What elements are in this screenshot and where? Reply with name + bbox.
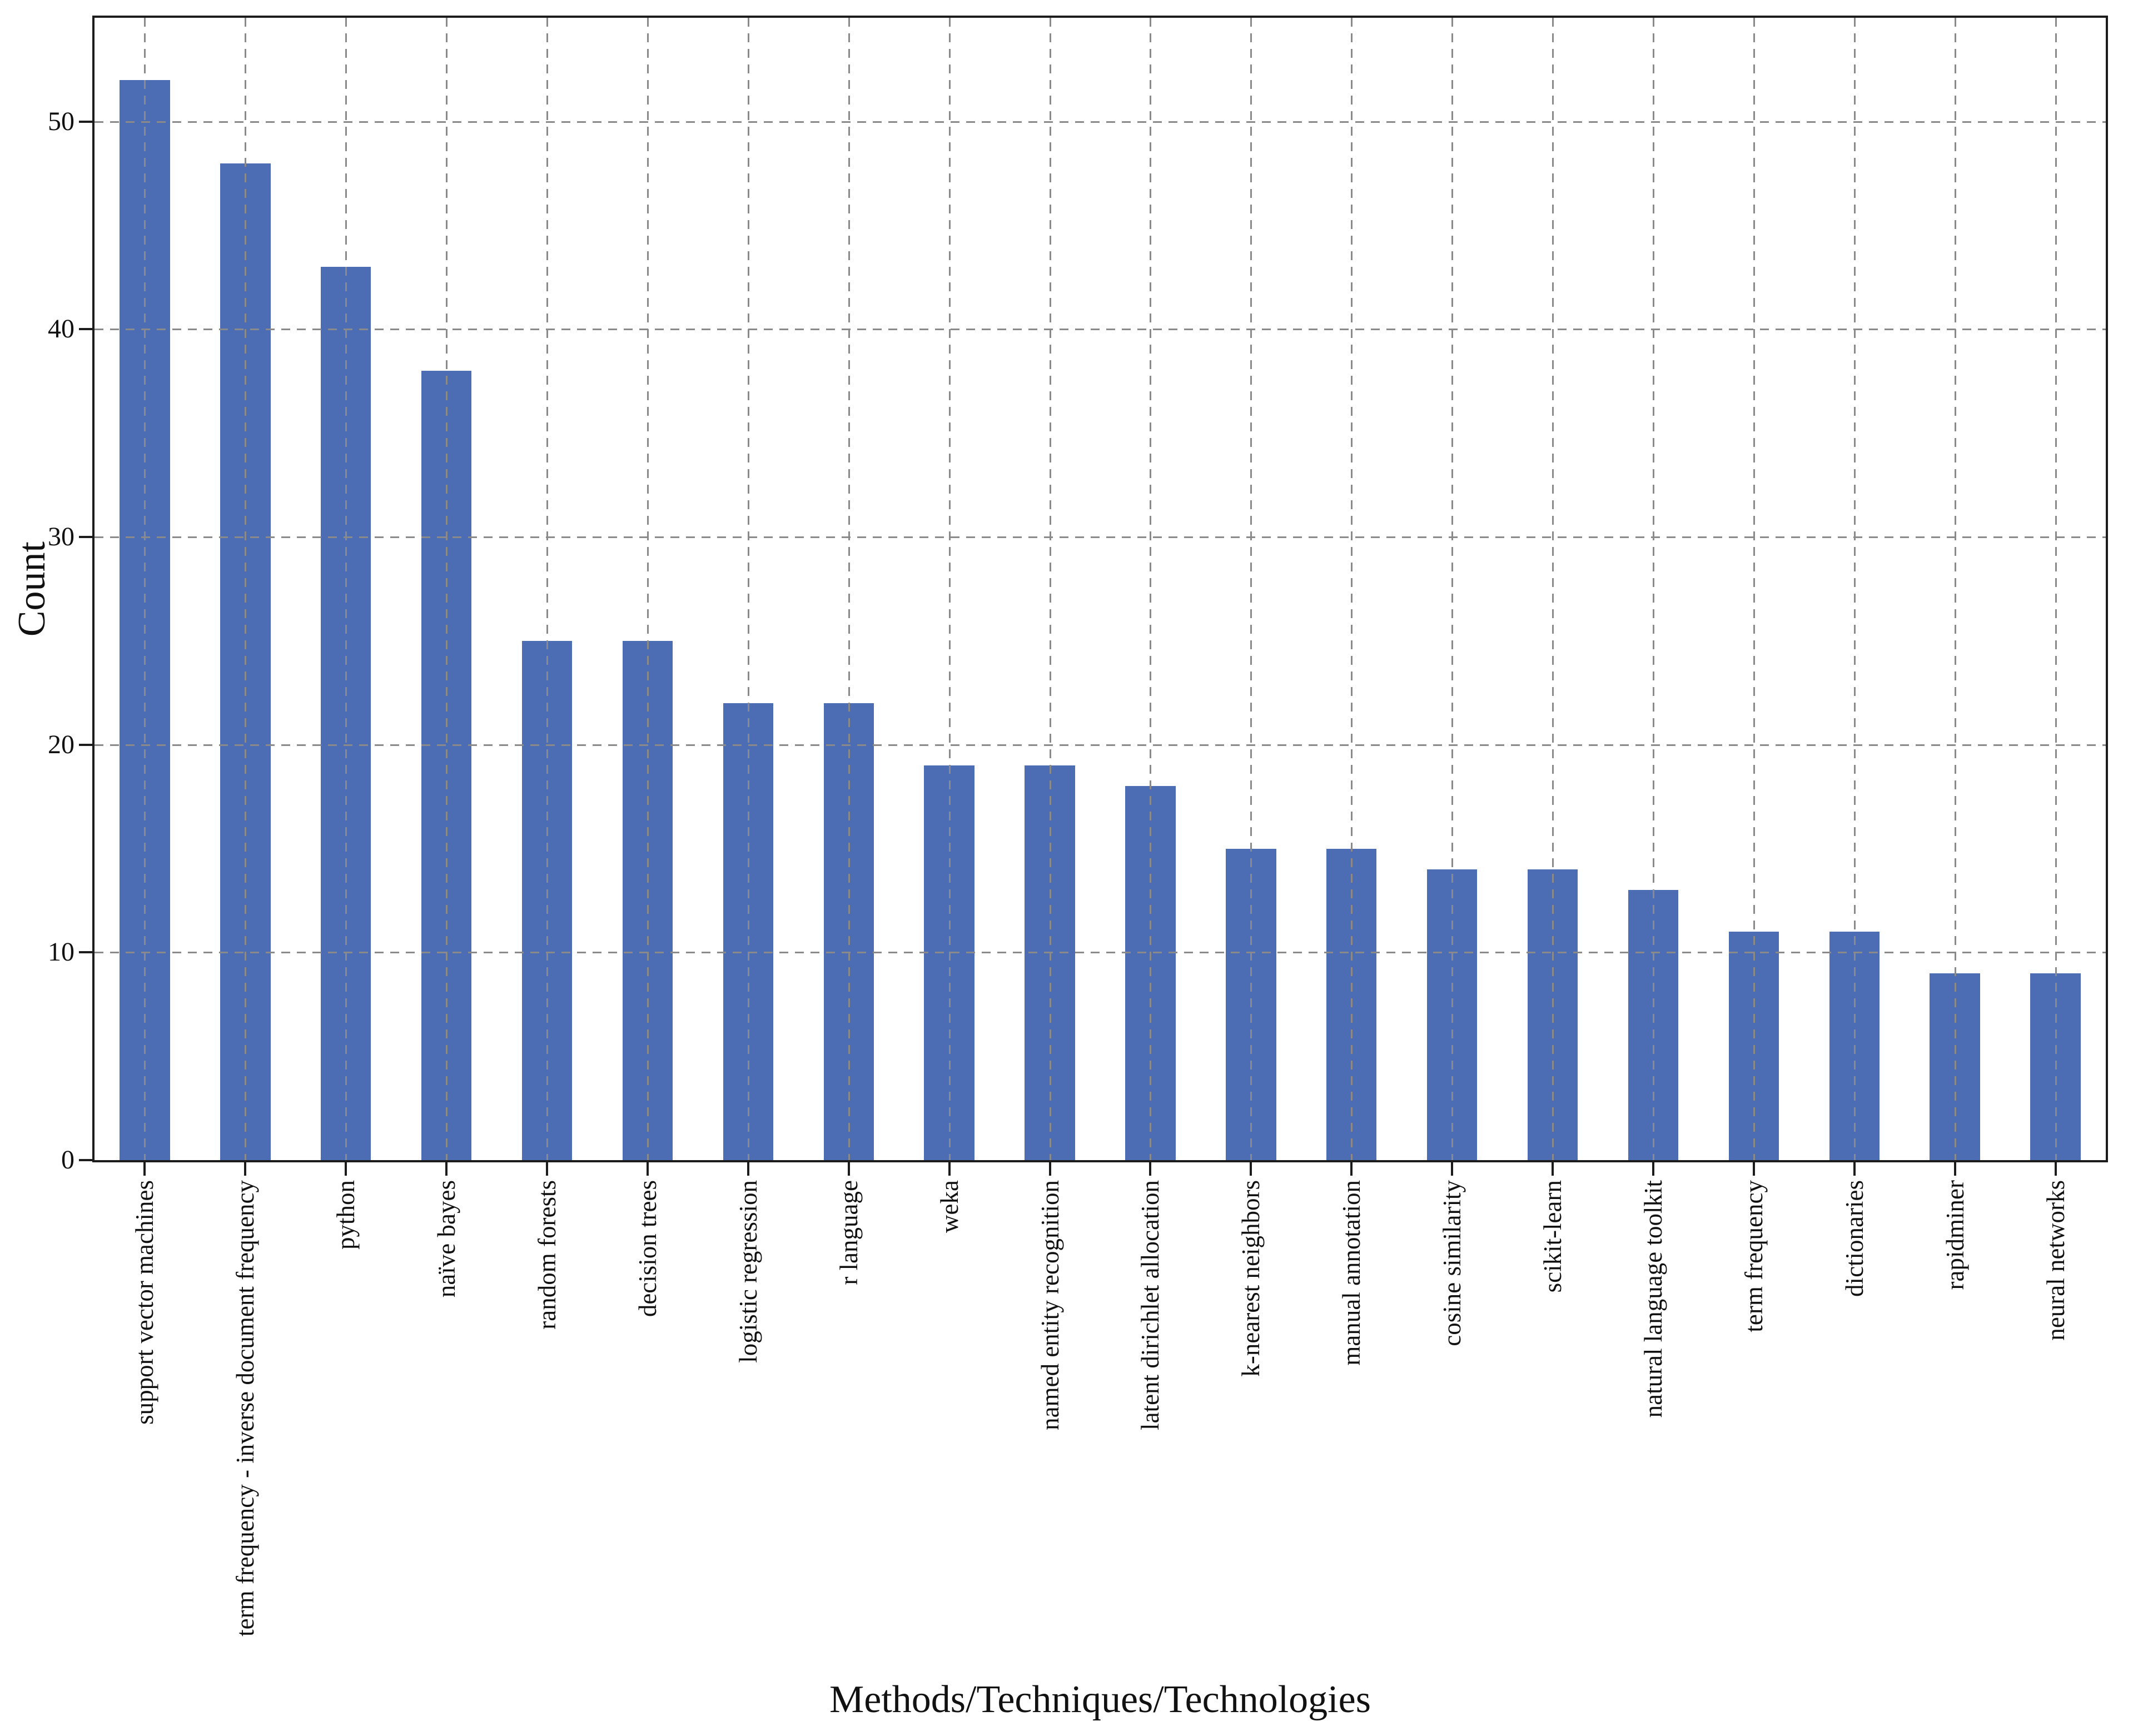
y-axis-title: Count: [11, 541, 53, 637]
x-category-label: scikit-learn: [1539, 1180, 1567, 1293]
x-category-label: term frequency: [1739, 1180, 1768, 1332]
x-tick-mark: [546, 1162, 549, 1176]
x-axis-title: Methods/Techniques/Technologies: [829, 1678, 1371, 1721]
v-gridline: [848, 18, 850, 1160]
y-tick-mark: [79, 328, 92, 331]
v-gridline: [1954, 18, 1956, 1160]
v-gridline: [1753, 18, 1755, 1160]
x-tick-mark: [445, 1162, 448, 1176]
x-category-label: rapidminer: [1941, 1180, 1969, 1290]
v-gridline: [1652, 18, 1654, 1160]
y-tick-label: 0: [61, 1145, 74, 1175]
v-gridline: [1351, 18, 1353, 1160]
h-gridline: [95, 329, 2106, 331]
v-gridline: [546, 18, 549, 1160]
x-tick-mark: [1853, 1162, 1856, 1176]
x-tick-mark: [1250, 1162, 1252, 1176]
x-category-label: cosine similarity: [1438, 1180, 1466, 1346]
x-category-label: python: [332, 1180, 360, 1250]
x-category-label: naïve bayes: [432, 1180, 461, 1298]
x-tick-mark: [1752, 1162, 1755, 1176]
x-tick-mark: [1652, 1162, 1654, 1176]
x-tick-mark: [143, 1162, 146, 1176]
x-tick-mark: [1149, 1162, 1152, 1176]
plot-top-spine: [92, 16, 2108, 18]
x-category-label: support vector machines: [131, 1180, 159, 1425]
v-gridline: [747, 18, 749, 1160]
x-category-label: dictionaries: [1840, 1180, 1868, 1297]
y-tick-mark: [79, 951, 92, 954]
y-axis-title-wrap: Count: [10, 16, 54, 1162]
h-gridline: [95, 121, 2106, 123]
v-gridline: [2055, 18, 2057, 1160]
x-tick-mark: [345, 1162, 347, 1176]
y-tick-label: 40: [48, 314, 74, 344]
x-category-label: neural networks: [2041, 1180, 2070, 1341]
x-category-label: r language: [834, 1180, 863, 1285]
x-tick-mark: [1451, 1162, 1454, 1176]
plot-right-spine: [2106, 16, 2108, 1162]
y-tick-mark: [79, 120, 92, 123]
h-gridline: [95, 536, 2106, 539]
y-tick-label: 20: [48, 729, 74, 759]
v-gridline: [1150, 18, 1152, 1160]
v-gridline: [1552, 18, 1554, 1160]
v-gridline: [948, 18, 951, 1160]
x-tick-mark: [2054, 1162, 2057, 1176]
x-category-label: manual annotation: [1338, 1180, 1366, 1366]
x-category-label: decision trees: [633, 1180, 662, 1317]
x-tick-mark: [1350, 1162, 1353, 1176]
h-gridline: [95, 952, 2106, 954]
v-gridline: [1451, 18, 1454, 1160]
y-tick-label: 30: [48, 522, 74, 552]
y-tick-label: 50: [48, 106, 74, 136]
x-category-label: named entity recognition: [1036, 1180, 1064, 1430]
x-category-label: k-nearest neighbors: [1237, 1180, 1265, 1377]
x-category-label: latent dirichlet allocation: [1136, 1180, 1165, 1430]
v-gridline: [1250, 18, 1252, 1160]
plot-bottom-spine: [92, 1160, 2108, 1162]
x-category-label: natural language toolkit: [1639, 1180, 1667, 1418]
h-gridline: [95, 744, 2106, 746]
y-tick-mark: [79, 1159, 92, 1161]
y-tick-mark: [79, 536, 92, 539]
x-tick-mark: [244, 1162, 247, 1176]
y-tick-mark: [79, 743, 92, 746]
x-category-label: weka: [935, 1180, 963, 1233]
plot-left-spine: [92, 16, 95, 1162]
x-category-label: logistic regression: [734, 1180, 762, 1363]
y-tick-label: 10: [48, 937, 74, 967]
x-tick-mark: [646, 1162, 649, 1176]
v-gridline: [345, 18, 347, 1160]
x-tick-mark: [1552, 1162, 1554, 1176]
v-gridline: [245, 18, 247, 1160]
v-gridline: [1853, 18, 1856, 1160]
x-category-label: term frequency - inverse document freque…: [231, 1180, 260, 1636]
v-gridline: [144, 18, 146, 1160]
x-tick-mark: [948, 1162, 951, 1176]
x-tick-mark: [1953, 1162, 1956, 1176]
x-tick-mark: [747, 1162, 749, 1176]
x-tick-mark: [1048, 1162, 1051, 1176]
v-gridline: [446, 18, 448, 1160]
x-tick-mark: [847, 1162, 850, 1176]
v-gridline: [647, 18, 649, 1160]
x-category-label: random forests: [533, 1180, 561, 1330]
v-gridline: [1049, 18, 1051, 1160]
